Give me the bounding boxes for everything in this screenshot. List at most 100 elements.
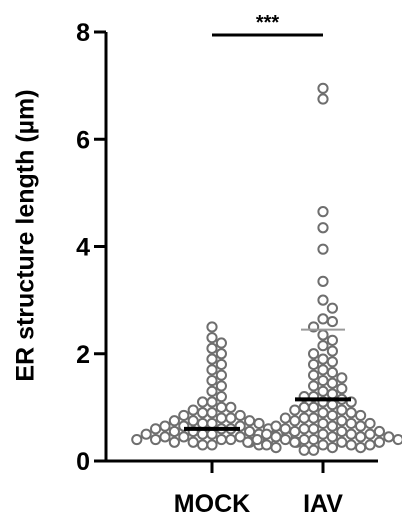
data-point [345,407,357,419]
data-point [206,364,218,376]
data-point [159,420,171,432]
data-point [168,415,180,427]
data-point [308,369,320,381]
data-point [317,294,329,306]
data-point [289,436,301,448]
data-point [261,439,273,451]
data-point [206,321,218,333]
data-point [261,428,273,440]
data-point [355,409,367,422]
data-point [279,433,291,446]
y-tick-label: 6 [76,126,90,154]
data-point [215,401,227,413]
data-point [317,206,329,218]
data-point [326,334,338,346]
data-point [308,423,320,435]
data-point [244,425,256,438]
data-point [270,431,282,443]
data-point [225,412,237,424]
data-point [317,407,329,419]
data-point [336,415,348,427]
data-point [206,385,218,397]
data-point [197,417,209,430]
data-point [289,425,301,438]
data-point [279,412,291,424]
data-point [317,374,329,387]
data-point [242,436,254,448]
data-point [392,433,402,446]
points-layer [131,82,402,456]
data-point [206,396,218,408]
data-point [298,433,310,446]
data-point [206,407,218,419]
data-point [355,420,367,432]
data-point [336,425,348,438]
data-point [336,383,348,395]
data-point [168,436,180,448]
data-point [317,353,329,365]
data-point [215,433,227,446]
data-point [326,315,338,328]
data-point [206,353,218,365]
data-point [298,401,310,413]
data-point [178,431,190,443]
data-point [326,366,338,379]
data-point [317,329,329,341]
data-point [150,433,162,446]
data-point [251,433,263,446]
data-point [253,417,265,430]
data-point [131,433,143,446]
data-point [317,82,329,94]
data-point [326,431,338,443]
data-point [159,431,171,443]
data-point [373,436,385,448]
axis-layer: 0 2 4 6 8 MOCK IAV [76,19,378,518]
data-point [336,436,348,448]
data-point [234,409,246,422]
x-tick-label: IAV [303,490,343,518]
data-point [308,348,320,360]
data-point [298,412,310,424]
data-point [187,404,199,416]
data-point [215,348,227,360]
data-point [187,415,199,427]
data-point [383,431,395,443]
data-point [168,425,180,438]
data-point [150,423,162,435]
data-point [206,417,218,430]
data-point [215,358,227,371]
data-point [308,401,320,413]
data-point [308,433,320,446]
data-point [308,412,320,424]
data-point [178,409,190,422]
y-tick-label: 8 [76,19,90,47]
data-point [244,415,256,427]
x-tick-label: MOCK [174,490,250,518]
data-point [197,407,209,419]
data-point [308,358,320,371]
data-point [326,377,338,389]
data-point [140,428,152,440]
data-point [317,428,329,440]
data-point [197,396,209,408]
data-point [326,388,338,400]
data-point [317,93,329,105]
data-point [317,340,329,352]
data-point [215,391,227,403]
data-point [317,243,329,255]
data-point [270,441,282,454]
data-point [364,417,376,430]
data-point [336,404,348,416]
data-point [345,417,357,430]
significance-label: *** [256,12,280,34]
data-point [206,439,218,451]
data-point [317,417,329,430]
data-point [225,401,237,413]
y-tick-label: 4 [76,234,90,262]
data-point [326,441,338,454]
data-point [317,385,329,397]
data-point [317,364,329,376]
data-point [326,345,338,357]
data-point [187,436,199,448]
